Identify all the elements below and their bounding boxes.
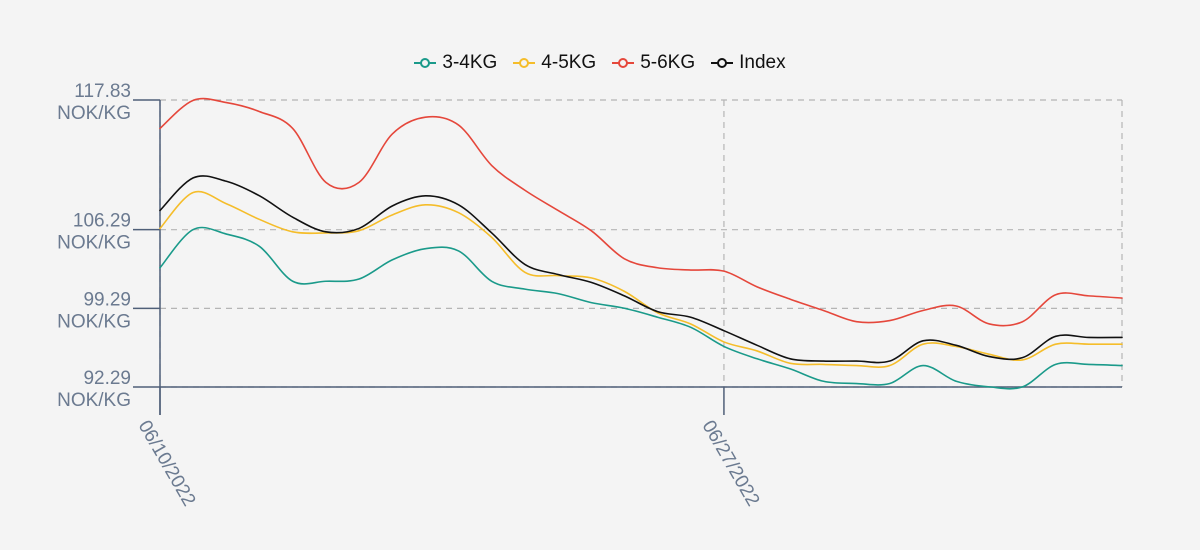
x-tick-label-0: 06/10/2022: [134, 417, 200, 510]
legend-item-index[interactable]: Index: [711, 52, 786, 74]
y-tick-label-value-0: 117.83: [74, 81, 131, 102]
legend-label-4-5kg: 4-5KG: [541, 52, 597, 73]
y-tick-label-value-1: 106.29: [73, 211, 131, 232]
y-tick-label-unit-1: NOK/KG: [57, 233, 131, 254]
y-tick-label-value-3: 92.29: [83, 368, 131, 389]
legend-marker-4-5kg: [513, 58, 536, 68]
legend-label-index: Index: [739, 52, 786, 73]
legend-item-5-6kg[interactable]: 5-6KG: [612, 52, 695, 74]
legend-marker-3-4kg: [414, 58, 437, 68]
series-line-index: [159, 175, 1123, 364]
legend-label-5-6kg: 5-6KG: [640, 52, 696, 73]
y-tick-label-unit-2: NOK/KG: [57, 311, 131, 332]
legend-item-3-4kg[interactable]: 3-4KG: [414, 52, 497, 74]
legend: 3-4KG 4-5KG 5-6KG Index: [0, 52, 1200, 74]
x-tick-label-1: 06/27/2022: [698, 417, 764, 510]
legend-item-4-5kg[interactable]: 4-5KG: [513, 52, 596, 74]
y-tick-label-unit-0: NOK/KG: [57, 103, 131, 124]
series-line-3-4kg: [159, 226, 1123, 390]
series-line-5-6kg: [159, 97, 1123, 327]
legend-marker-index: [711, 58, 734, 68]
legend-label-3-4kg: 3-4KG: [442, 52, 498, 73]
y-tick-label-unit-3: NOK/KG: [57, 390, 131, 411]
legend-marker-5-6kg: [612, 58, 635, 68]
series-line-4-5kg: [159, 190, 1123, 368]
y-tick-label-value-2: 99.29: [83, 289, 131, 310]
